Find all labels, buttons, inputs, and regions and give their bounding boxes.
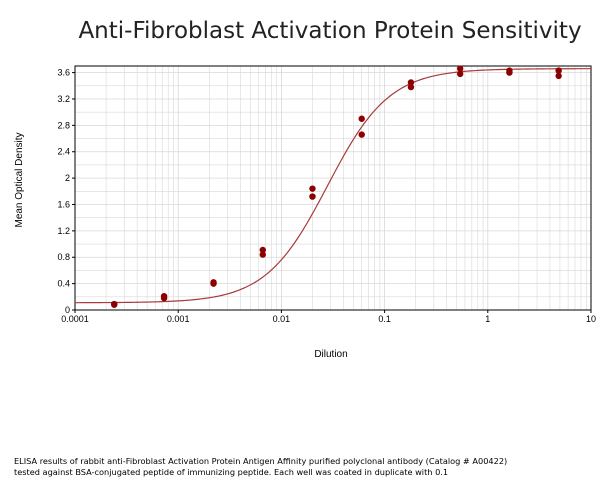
caption-line-2: tested against BSA-conjugated peptide of… — [14, 467, 449, 477]
chart-title: Anti-Fibroblast Activation Protein Sensi… — [78, 18, 582, 44]
y-tick-label: 2 — [65, 173, 70, 183]
y-axis-ticks: 0 0.4 0.8 1.2 1.6 2 2.4 2.8 3.2 3.6 — [57, 68, 75, 315]
y-tick-label: 3.2 — [57, 94, 70, 104]
caption-line-1: ELISA results of rabbit anti-Fibroblast … — [14, 456, 508, 466]
plot-frame — [74, 65, 592, 311]
figure-caption: ELISA results of rabbit anti-Fibroblast … — [14, 456, 589, 478]
data-point — [309, 185, 316, 192]
y-tick-label: 0.4 — [57, 279, 70, 289]
y-tick-label: 1.2 — [57, 226, 70, 236]
x-tick-label: 0.1 — [378, 314, 391, 324]
data-point — [407, 79, 415, 86]
data-point — [309, 193, 316, 200]
x-tick-label: 0.01 — [273, 314, 291, 324]
x-axis-label: Dilution — [314, 349, 347, 360]
data-point — [358, 131, 365, 138]
data-point — [456, 70, 464, 78]
y-tick-label: 2.8 — [57, 120, 70, 130]
y-axis-label: Mean Optical Density — [14, 132, 25, 227]
data-point — [407, 83, 415, 91]
grid-minor — [75, 66, 591, 310]
y-tick-label: 0.8 — [57, 252, 70, 262]
y-tick-label: 3.6 — [57, 68, 70, 78]
x-tick-label: 1 — [485, 314, 490, 324]
chart: 00.40.81.21.622.42.83.23.6 0.0001 0.001 0.… — [14, 65, 596, 360]
y-tick-label: 1.6 — [57, 199, 70, 209]
x-tick-label: 0.001 — [167, 314, 190, 324]
data-point — [259, 251, 266, 258]
data-point — [358, 115, 365, 122]
data-point — [555, 72, 562, 80]
data-point — [506, 67, 513, 74]
y-tick-label: 0 — [65, 305, 70, 315]
data-point — [259, 246, 266, 254]
data-point — [160, 292, 168, 300]
fit-curve — [74, 68, 592, 304]
grid-major — [74, 66, 592, 310]
x-axis-ticks: 0.0001 0.001 0.01 0.1 1 10 — [61, 310, 596, 324]
data-point — [555, 67, 562, 74]
y-tick-label: 2.4 — [57, 147, 70, 157]
data-point — [456, 65, 464, 72]
data-points — [111, 65, 562, 308]
data-point — [111, 300, 118, 308]
data-point — [210, 279, 217, 286]
x-tick-label: 0.0001 — [61, 314, 89, 324]
x-tick-label: 10 — [586, 314, 596, 324]
